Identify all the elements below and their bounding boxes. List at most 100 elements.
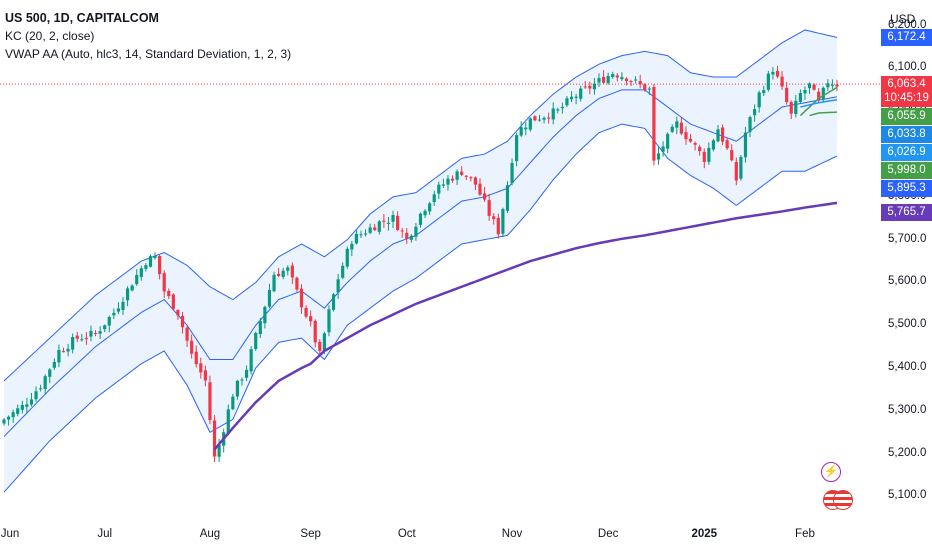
candle-body bbox=[679, 122, 683, 134]
y-tick-label: 5,600.0 bbox=[888, 275, 927, 288]
price-tag: 6,063.4 10:45:19 bbox=[881, 76, 932, 108]
candle-body bbox=[460, 171, 464, 175]
symbol-title[interactable]: US 500, 1D, CAPITALCOM bbox=[5, 11, 159, 25]
price-tag: 5,998.0 bbox=[881, 162, 932, 180]
vwap-band-line-2 bbox=[800, 99, 838, 108]
candle-body bbox=[634, 79, 638, 81]
candle-body bbox=[16, 408, 20, 414]
candle-body bbox=[313, 320, 317, 343]
candle-body bbox=[148, 256, 153, 267]
candle-body bbox=[501, 209, 505, 234]
candle-body bbox=[89, 330, 93, 337]
candle-body bbox=[547, 117, 551, 119]
candle-body bbox=[418, 213, 423, 225]
us-flag-icon-2[interactable] bbox=[833, 490, 853, 510]
candle-body bbox=[592, 83, 597, 90]
currency-label[interactable]: USD bbox=[890, 12, 916, 26]
candle-body bbox=[386, 222, 391, 224]
candle-body bbox=[675, 121, 679, 128]
candle-body bbox=[199, 363, 203, 373]
candle-body bbox=[807, 83, 812, 89]
candle-body bbox=[391, 214, 395, 222]
candle-body bbox=[116, 308, 121, 312]
candle-body bbox=[698, 146, 702, 152]
candle-body bbox=[190, 340, 194, 354]
candle-body bbox=[414, 226, 418, 237]
candle-body bbox=[597, 78, 601, 83]
candle-body bbox=[373, 227, 377, 231]
candle-body bbox=[826, 83, 830, 88]
price-tag: 6,033.8 bbox=[881, 126, 932, 144]
candle-body bbox=[446, 178, 450, 185]
candle-body bbox=[121, 301, 125, 310]
candle-body bbox=[43, 376, 47, 390]
candle-body bbox=[702, 151, 706, 162]
vwap-line bbox=[213, 201, 838, 451]
candle-body bbox=[135, 274, 139, 285]
x-tick-label: Nov bbox=[501, 528, 523, 540]
flash-icon[interactable]: ⚡ bbox=[821, 462, 841, 482]
x-tick-label: Jun bbox=[0, 528, 20, 540]
candle-body bbox=[817, 91, 821, 100]
candle-body bbox=[318, 341, 322, 351]
candle-body bbox=[565, 98, 569, 106]
candle-body bbox=[533, 116, 537, 121]
candle-body bbox=[75, 335, 79, 339]
candle-body bbox=[185, 327, 189, 341]
candle-body bbox=[428, 203, 432, 212]
candle-body bbox=[153, 255, 157, 258]
candle-body bbox=[556, 109, 560, 111]
candle-body bbox=[684, 132, 688, 140]
candle-body bbox=[775, 70, 780, 77]
candle-body bbox=[61, 351, 66, 353]
candle-body bbox=[112, 312, 116, 316]
candle-body bbox=[130, 285, 134, 291]
vwap-indicator-label[interactable]: VWAP AA (Auto, hlc3, 14, Standard Deviat… bbox=[5, 47, 292, 61]
candle-body bbox=[363, 233, 368, 235]
candle-body bbox=[139, 268, 143, 277]
candle-body bbox=[455, 171, 459, 180]
candle-body bbox=[515, 135, 519, 162]
candle-body bbox=[624, 78, 629, 82]
candle-body bbox=[235, 380, 240, 397]
y-tick-label: 5,300.0 bbox=[888, 403, 927, 416]
candle-body bbox=[180, 315, 185, 328]
candle-body bbox=[6, 416, 11, 420]
x-tick-label: Sep bbox=[300, 528, 321, 540]
candle-body bbox=[464, 175, 468, 177]
candle-body bbox=[441, 184, 445, 186]
candle-body bbox=[368, 227, 372, 233]
candle-body bbox=[327, 309, 331, 333]
candle-body bbox=[240, 379, 244, 381]
kc-indicator-label[interactable]: KC (20, 2, close) bbox=[5, 29, 95, 43]
candle-body bbox=[34, 391, 38, 400]
candle-body bbox=[739, 156, 743, 179]
candle-body bbox=[396, 215, 400, 230]
candle-body bbox=[693, 142, 697, 145]
candle-body bbox=[107, 316, 111, 326]
candle-body bbox=[254, 332, 258, 349]
candle-body bbox=[103, 325, 107, 330]
candle-body bbox=[762, 90, 766, 94]
candle-body bbox=[20, 404, 24, 410]
candle-body bbox=[226, 409, 230, 434]
vwap-band-line-1 bbox=[809, 111, 838, 117]
candle-body bbox=[409, 235, 413, 240]
x-tick-label: Oct bbox=[397, 528, 416, 540]
candle-body bbox=[725, 140, 729, 149]
candle-body bbox=[821, 87, 825, 99]
candle-body bbox=[720, 127, 725, 142]
candle-body bbox=[588, 85, 592, 89]
candle-body bbox=[331, 294, 336, 310]
candle-body bbox=[125, 288, 130, 301]
legend: US 500, 1D, CAPITALCOM KC (20, 2, close)… bbox=[5, 9, 291, 63]
candle-body bbox=[377, 221, 381, 232]
candle-body bbox=[835, 84, 839, 87]
candle-body bbox=[29, 399, 34, 405]
kc-upper-line bbox=[3, 29, 838, 382]
candle-body bbox=[487, 200, 491, 216]
candle-body bbox=[423, 210, 427, 216]
candle-body bbox=[748, 117, 752, 132]
